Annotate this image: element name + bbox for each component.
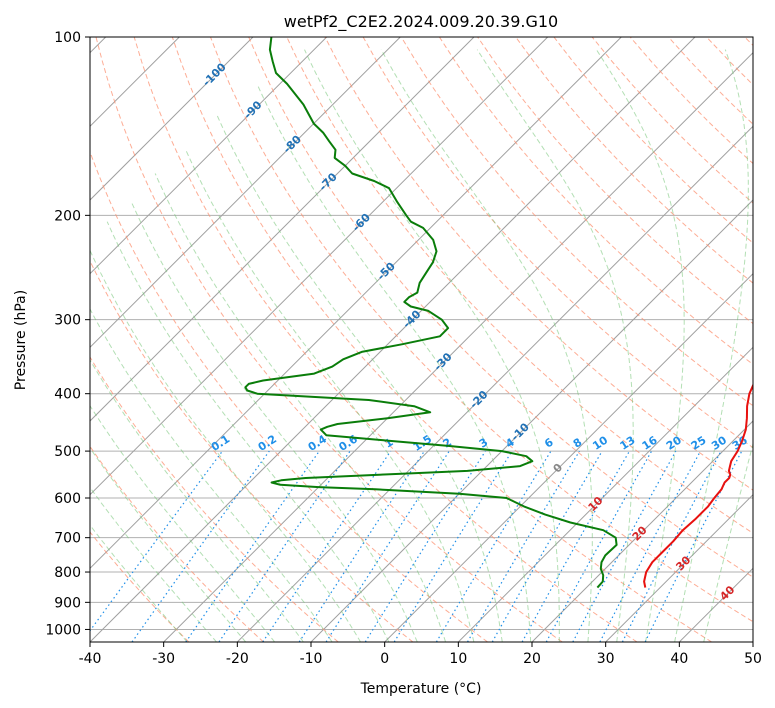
dry-adiabat	[210, 37, 753, 623]
y-tick-label: 300	[54, 313, 81, 329]
pressure-gridlines	[90, 37, 753, 630]
temperature-profile-line	[643, 383, 753, 588]
x-tick-label: -10	[300, 651, 323, 667]
isotherm-line	[384, 272, 753, 642]
moist-adiabat	[476, 49, 634, 642]
mixing-ratio-line	[298, 450, 425, 642]
moist-adiabat	[595, 49, 685, 642]
y-tick-label: 100	[54, 30, 81, 46]
isotherm-line	[605, 493, 753, 642]
moist-adiabat	[256, 83, 532, 642]
moist-adiabat	[304, 49, 560, 642]
moist-adiabat	[90, 358, 304, 642]
x-tick-label: 40	[670, 651, 688, 667]
moist-adiabats	[90, 49, 753, 642]
dry-adiabat	[438, 37, 753, 366]
moist-adiabat	[380, 49, 593, 642]
moist-adiabat	[90, 404, 275, 642]
dry-adiabat	[324, 37, 753, 491]
moist-adiabat	[703, 441, 753, 642]
isotherm-line	[90, 37, 254, 201]
isotherm-line	[163, 51, 753, 642]
mixing-ratio-line	[325, 450, 450, 642]
y-axis-ticks: 100 200 300 400 500 600 700 800 900 1000	[45, 30, 90, 638]
x-axis-title: Temperature (°C)	[360, 681, 482, 697]
dry-adiabat	[400, 37, 753, 407]
moist-adiabat	[674, 49, 749, 642]
dry-adiabat	[90, 531, 190, 642]
isotherm-line	[90, 37, 622, 570]
x-tick-label: 0	[380, 651, 389, 667]
dry-adiabat	[95, 37, 563, 642]
y-tick-label: 1000	[45, 622, 81, 638]
moist-adiabat	[185, 149, 475, 642]
mixing-ratio-line	[218, 450, 351, 642]
y-tick-label: 800	[54, 565, 81, 581]
mixing-ratio-line	[185, 450, 320, 642]
dry-adiabats	[90, 37, 753, 642]
x-tick-label: 20	[523, 651, 541, 667]
y-axis-title: Pressure (hPa)	[13, 290, 29, 390]
y-tick-label: 600	[54, 491, 81, 507]
moist-adiabat	[90, 308, 333, 642]
isotherm-line	[90, 37, 328, 275]
chart-title: wetPf2_C2E2.2024.009.20.39.G10	[284, 12, 558, 32]
x-tick-label: -20	[226, 651, 249, 667]
mixing-ratio-line	[435, 450, 552, 642]
mixing-ratio-line	[364, 450, 486, 642]
dewpoint-profile-line	[244, 37, 618, 589]
x-tick-label: 10	[449, 651, 467, 667]
y-tick-label: 700	[54, 531, 81, 547]
moist-adiabat	[90, 524, 188, 642]
moist-adiabat	[130, 201, 418, 642]
x-tick-label: -40	[79, 651, 102, 667]
isotherm-line	[90, 37, 549, 496]
dry-adiabat	[171, 37, 712, 642]
isotherm-line	[236, 125, 753, 642]
moist-adiabat	[90, 447, 247, 642]
moist-adiabat	[154, 173, 446, 642]
dry-adiabat	[133, 37, 638, 642]
dry-adiabat	[248, 37, 753, 578]
dry-adiabat	[90, 150, 488, 642]
x-axis-ticks: -40 -30 -20 -10 0 10 20 30 40 50	[79, 642, 762, 667]
dry-adiabat	[90, 445, 264, 642]
x-tick-label: 30	[597, 651, 615, 667]
mixing-ratio-line	[466, 450, 580, 642]
mixing-ratio-line	[262, 450, 392, 642]
moist-adiabat	[106, 221, 390, 642]
y-tick-label: 400	[54, 387, 81, 403]
isotherm-line	[90, 37, 475, 422]
isotherm-line	[531, 420, 753, 642]
plot-area: 0.1 0.2 0.4 0.6 1 1.5 2 3 4 6 8 10 13 16 20 25 30 36 -100…	[90, 37, 753, 642]
x-tick-label: 50	[744, 651, 762, 667]
y-tick-label: 500	[54, 444, 81, 460]
dry-adiabat	[515, 37, 753, 284]
mixing-ratio-line	[572, 450, 677, 642]
moist-adiabat	[90, 486, 217, 642]
isotherm-line	[90, 37, 401, 349]
sounding-profiles	[244, 37, 753, 589]
moist-adiabat	[90, 249, 362, 642]
isotherm-line	[457, 346, 753, 642]
mixing-ratio-line	[393, 450, 513, 642]
y-tick-label: 200	[54, 208, 81, 224]
dry-adiabat	[90, 356, 339, 642]
mixing-ratio-line	[599, 450, 702, 642]
plot-frame	[89, 36, 754, 643]
y-tick-label: 900	[54, 595, 81, 611]
mixing-ratio-lines	[90, 450, 743, 642]
x-tick-label: -30	[152, 651, 175, 667]
